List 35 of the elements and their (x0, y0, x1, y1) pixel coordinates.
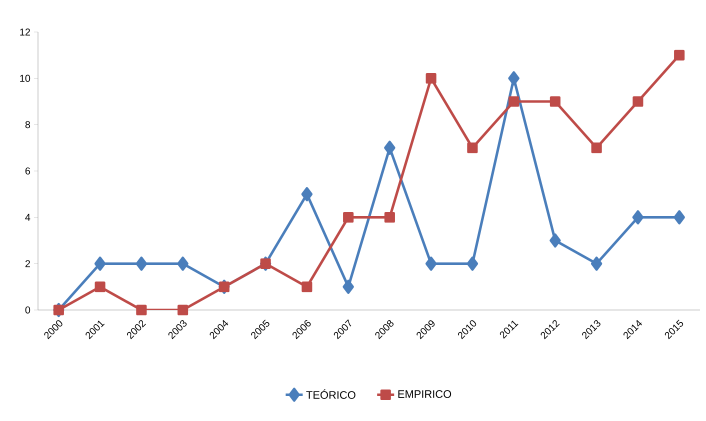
point (301, 187, 313, 202)
point (632, 96, 644, 107)
point (342, 280, 354, 294)
y-tick-label: 2 (25, 260, 30, 268)
point (632, 210, 644, 224)
y-tick-label: 8 (25, 121, 30, 128)
point (343, 212, 354, 223)
legend-label: EMPIRICO (398, 390, 452, 398)
point (674, 50, 685, 60)
point (426, 73, 436, 84)
point (467, 142, 478, 154)
point (550, 96, 560, 107)
y-tick-label: 4 (25, 214, 30, 221)
point (178, 304, 188, 316)
point (466, 256, 478, 271)
point (508, 71, 520, 86)
point (508, 96, 520, 107)
y-tick-label: 12 (20, 28, 30, 36)
point (425, 256, 437, 271)
point (94, 282, 106, 292)
point (177, 256, 188, 271)
legend-label: TEÓRICO (306, 389, 356, 399)
point (591, 142, 602, 154)
y-tick-label: 6 (25, 167, 30, 175)
point (94, 256, 106, 271)
point (302, 282, 312, 292)
point (136, 304, 147, 316)
y-tick-label: 10 (20, 74, 30, 82)
point (590, 256, 602, 271)
point (136, 256, 148, 271)
y-tick-label: 0 (25, 306, 30, 314)
point (550, 233, 561, 248)
point (674, 210, 685, 224)
point (384, 140, 396, 155)
point (384, 212, 395, 223)
